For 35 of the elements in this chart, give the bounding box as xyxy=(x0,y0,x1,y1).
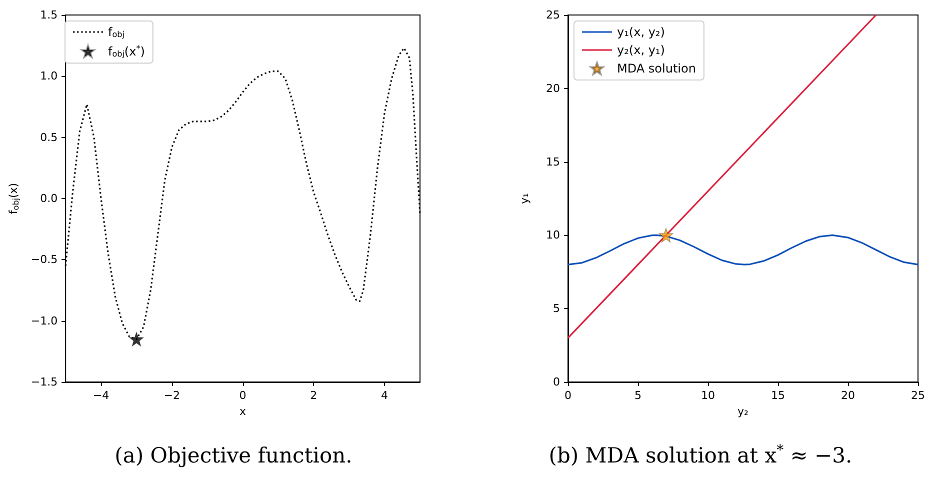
y-tick-label: −0.5 xyxy=(30,253,58,266)
y-tick-label: 10 xyxy=(546,228,560,242)
x-tick-label: 20 xyxy=(841,389,855,402)
x-tick-label: 15 xyxy=(771,389,785,402)
x-tick-label: 0 xyxy=(564,389,572,402)
legend-label: fobj(x*) xyxy=(108,44,145,59)
legend-label: y₂(x, y₁) xyxy=(617,43,665,57)
x-tick-label: 25 xyxy=(911,389,925,402)
text: (a) Objective function. xyxy=(114,444,352,468)
y-tick-label: 5 xyxy=(553,302,560,316)
y-tick-label: 20 xyxy=(546,82,560,95)
x-tick-label: −4 xyxy=(92,389,110,402)
y-axis-title: y₁ xyxy=(518,193,531,204)
y-tick-label: 0.0 xyxy=(40,192,58,205)
y-tick-label: 0 xyxy=(553,376,560,388)
x-tick-label: 10 xyxy=(701,389,715,402)
y-tick-label: 15 xyxy=(546,155,560,168)
legend-label: y₁(x, y₂) xyxy=(617,25,665,39)
y-tick-label: 1.5 xyxy=(40,8,58,22)
x-tick-label: 2 xyxy=(310,389,318,402)
x-tick-label: 0 xyxy=(239,389,246,402)
legend-label: fobj xyxy=(108,25,124,40)
x-tick-label: 5 xyxy=(634,389,642,402)
x-axis-title: x xyxy=(240,405,247,418)
y-tick-label: −1.5 xyxy=(30,376,58,388)
legend-label: MDA solution xyxy=(617,62,696,76)
x-axis-title: y₂ xyxy=(738,405,748,418)
x-tick-label: 4 xyxy=(381,389,388,402)
y-tick-label: 25 xyxy=(546,8,560,22)
text: (b) MDA solution at x* ≈ −3. xyxy=(548,442,852,468)
y-tick-label: 1.0 xyxy=(40,70,58,83)
y-axis-title: fobj(x) xyxy=(7,182,20,214)
y-tick-label: 0.5 xyxy=(40,130,58,144)
x-tick-label: −2 xyxy=(164,389,180,402)
y-tick-label: −1.0 xyxy=(30,314,58,328)
